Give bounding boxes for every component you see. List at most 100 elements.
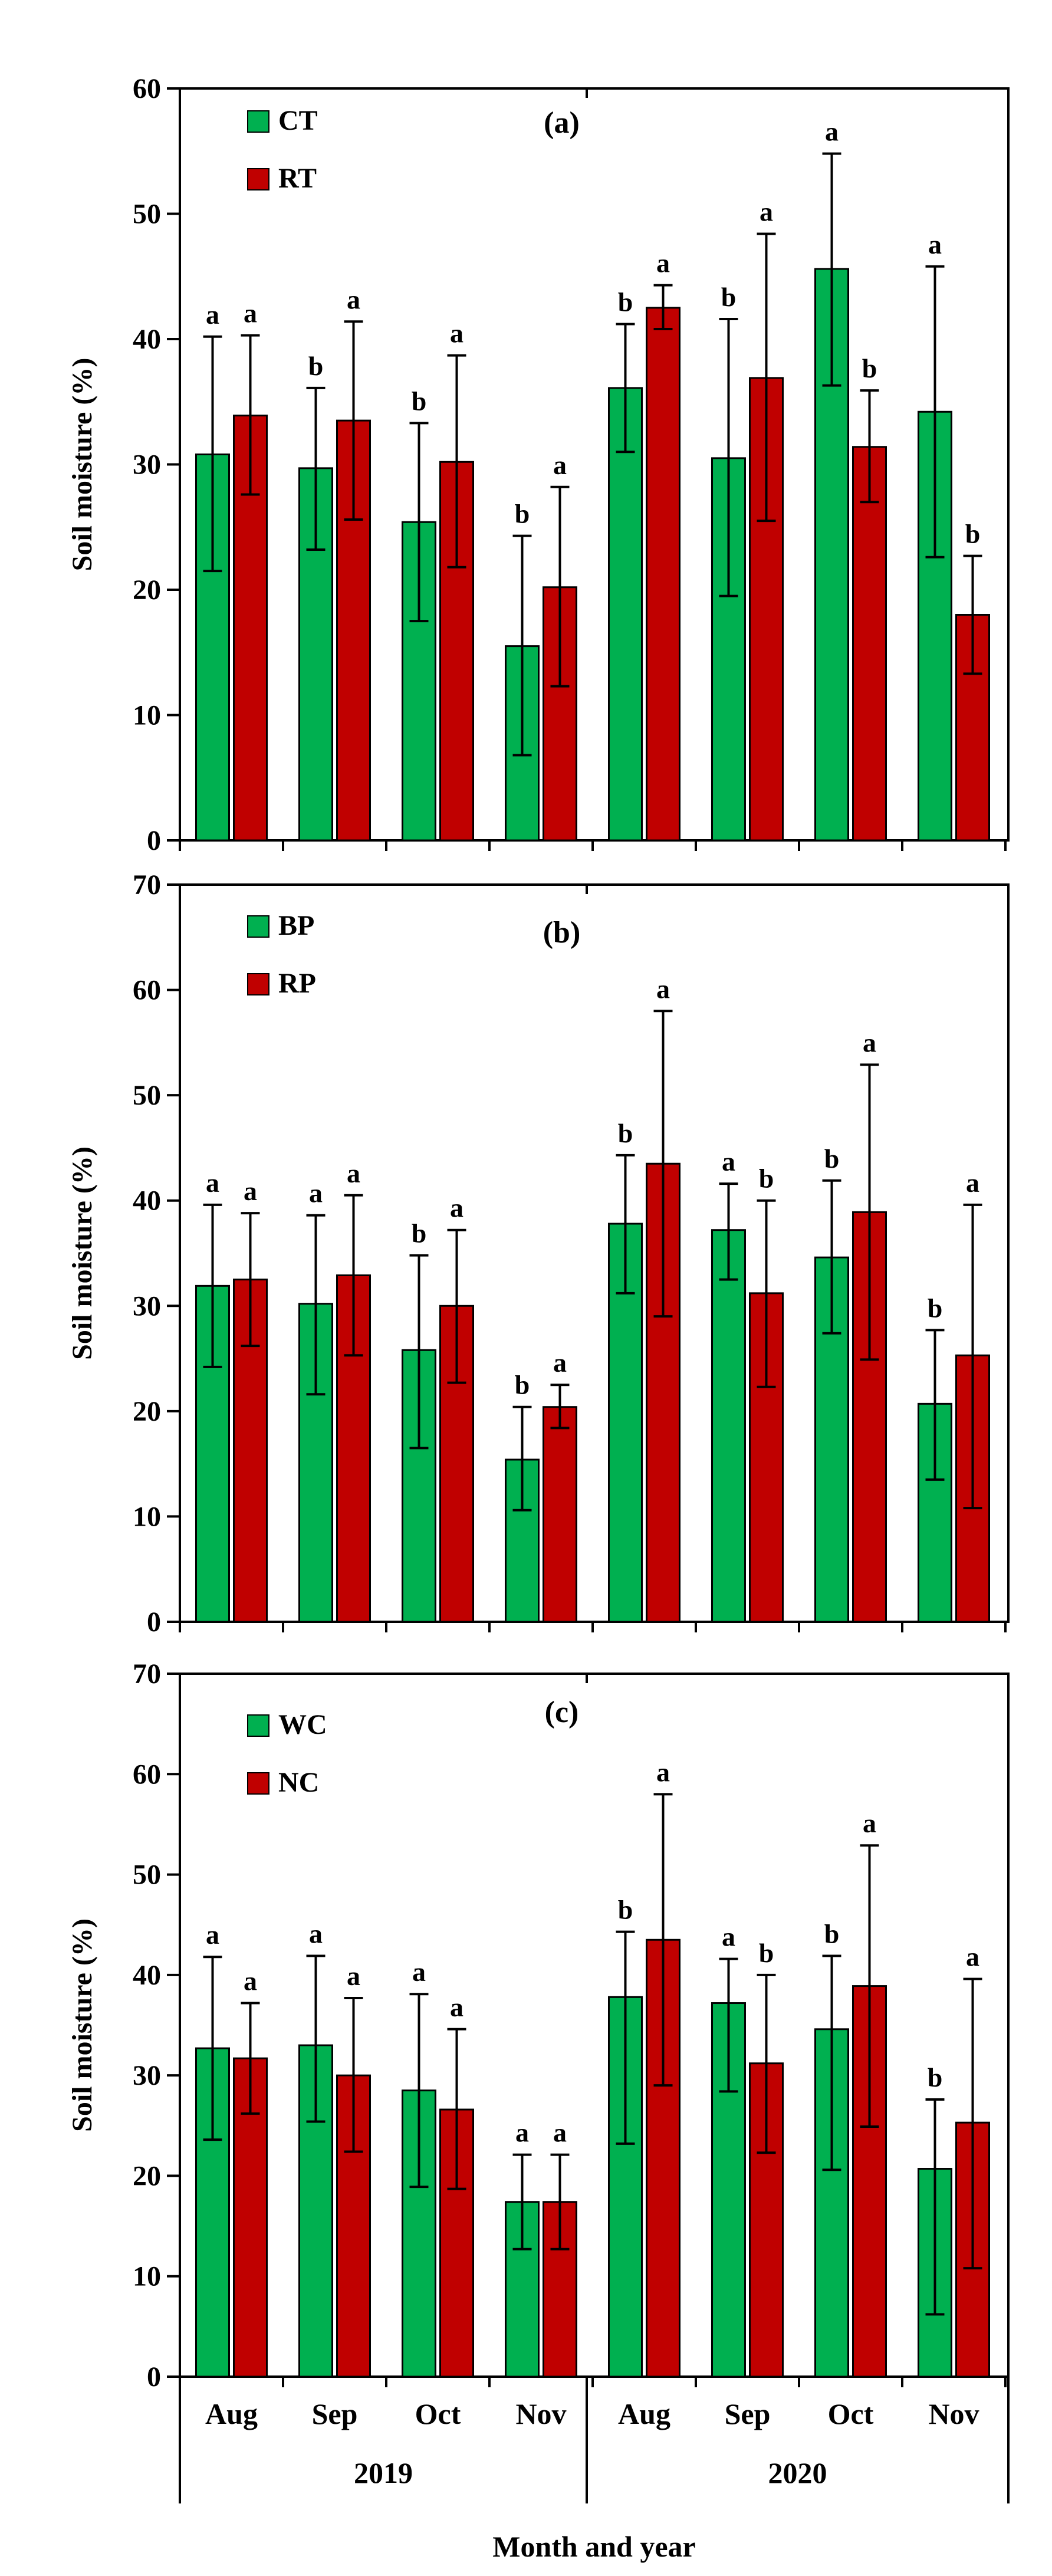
significance-letter: a [553, 2118, 567, 2148]
significance-letter: a [412, 1957, 426, 1987]
x-category-label: Nov [515, 2397, 566, 2430]
significance-letter: b [515, 1370, 530, 1400]
y-axis-label: Soil moisture (%) [67, 1918, 98, 2132]
bar-rt [336, 419, 371, 842]
significance-letter: a [244, 1966, 257, 1996]
y-tick-label: 10 [133, 1501, 161, 1532]
significance-letter: b [412, 386, 427, 416]
significance-letter: b [928, 2062, 943, 2092]
significance-letter: a [450, 318, 463, 349]
y-tick-label: 0 [147, 2361, 161, 2393]
significance-letter: a [244, 1176, 257, 1206]
significance-letter: a [206, 300, 219, 330]
y-tick-label: 0 [147, 825, 161, 856]
significance-letter: b [759, 1164, 774, 1194]
panel-title: (c) [545, 1696, 579, 1729]
legend-label-rt: RT [278, 163, 317, 194]
significance-letter: a [966, 1942, 979, 1972]
legend-swatch-bp [247, 915, 269, 938]
y-tick-label: 60 [133, 975, 161, 1006]
y-tick-label: 10 [133, 700, 161, 731]
significance-letter: a [347, 1961, 360, 1991]
significance-letter: b [824, 1919, 840, 1949]
bar-bp [298, 1303, 333, 1623]
legend-swatch-wc [247, 1714, 269, 1737]
year-label-2020: 2020 [768, 2456, 827, 2489]
significance-letter: b [759, 1938, 774, 1968]
bar-nc [852, 1985, 887, 2378]
significance-letter: b [618, 1895, 633, 1925]
plot-frame [179, 883, 1010, 1623]
significance-letter: a [722, 1922, 735, 1952]
significance-letter: a [656, 248, 670, 278]
y-tick-label: 0 [147, 1606, 161, 1638]
significance-letter: a [206, 1168, 219, 1198]
significance-letter: b [824, 1144, 840, 1174]
significance-letter: b [412, 1218, 427, 1248]
y-tick-label: 60 [133, 73, 161, 104]
bar-wc [298, 2044, 333, 2378]
panel-c: 0 10 20 30 40 50 60 70 Soil moisture (%) (c) WC NC a… [67, 1658, 1010, 2393]
legend-label-rp: RP [278, 968, 316, 999]
x-axis-title: Month and year [492, 2530, 695, 2563]
significance-letter: a [722, 1146, 735, 1177]
significance-letter: a [760, 197, 773, 227]
bar-ct [298, 467, 333, 842]
y-tick-label: 20 [133, 574, 161, 606]
significance-letter: a [553, 450, 567, 480]
significance-letter: a [347, 1158, 360, 1188]
y-tick-label: 30 [133, 449, 161, 481]
y-tick-label: 30 [133, 1290, 161, 1322]
legend-swatch-nc [247, 1772, 269, 1795]
y-tick-label: 20 [133, 1396, 161, 1427]
y-tick-label: 70 [133, 1658, 161, 1690]
legend-label-bp: BP [278, 910, 314, 941]
significance-letter: a [244, 298, 257, 328]
y-tick-label: 40 [133, 1960, 161, 1991]
significance-letter: a [863, 1808, 876, 1838]
significance-letter: a [656, 974, 670, 1004]
bar-rt [646, 307, 680, 842]
legend-swatch-ct [247, 110, 269, 133]
significance-letter: a [928, 229, 942, 259]
significance-letter: a [450, 1193, 463, 1223]
legend-label-ct: CT [278, 105, 318, 136]
bar-bp [711, 1229, 746, 1623]
significance-letter: a [966, 1168, 979, 1198]
y-tick-label: 50 [133, 199, 161, 230]
significance-letter: b [515, 499, 530, 529]
legend-label-wc: WC [278, 1709, 327, 1740]
x-category-label: Sep [725, 2397, 771, 2430]
y-tick-label: 70 [133, 869, 161, 901]
significance-letter: b [965, 519, 981, 549]
significance-letter: b [308, 351, 324, 381]
significance-letter: b [928, 1293, 943, 1323]
y-tick-label: 60 [133, 1759, 161, 1790]
significance-letter: a [863, 1027, 876, 1057]
significance-letter: a [515, 2118, 529, 2148]
x-category-label: Aug [205, 2397, 258, 2430]
y-tick-label: 40 [133, 324, 161, 355]
y-axis-label: Soil moisture (%) [67, 358, 98, 571]
y-tick-label: 20 [133, 2160, 161, 2191]
significance-letter: a [656, 1757, 670, 1787]
panel-title: (a) [544, 106, 580, 140]
x-category-label: Nov [928, 2397, 979, 2430]
y-tick-label: 10 [133, 2261, 161, 2292]
significance-letter: a [450, 1992, 463, 2022]
significance-letter: b [618, 1118, 633, 1148]
significance-letter: b [862, 353, 877, 383]
x-category-label: Sep [312, 2397, 358, 2430]
legend-swatch-rp [247, 973, 269, 995]
x-category-label: Aug [618, 2397, 670, 2430]
bar-wc [402, 2089, 436, 2378]
panel-b: 0 10 20 30 40 50 60 70 Soil moisture (%) (b) BP RP a… [67, 869, 1010, 1638]
x-category-label: Oct [828, 2397, 874, 2430]
significance-letter: b [721, 282, 737, 312]
bar-ct [608, 387, 643, 842]
significance-letter: a [309, 1178, 323, 1208]
panel-title: (b) [543, 916, 581, 949]
bar-rp [543, 1406, 577, 1623]
